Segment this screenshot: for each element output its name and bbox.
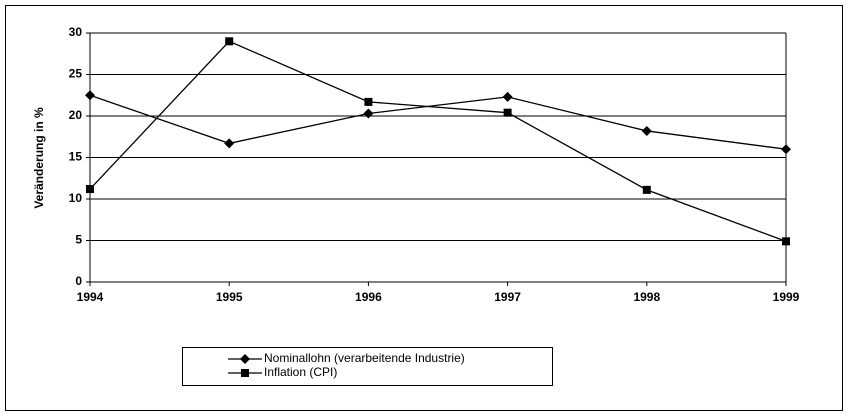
y-tick-label: 15 <box>69 150 83 164</box>
x-tick-label: 1995 <box>216 290 243 304</box>
y-tick-label: 10 <box>69 191 83 205</box>
legend-label: Inflation (CPI) <box>264 365 337 379</box>
x-tick-label: 1997 <box>494 290 521 304</box>
y-tick-label: 20 <box>69 108 83 122</box>
data-point <box>782 237 790 246</box>
series-line <box>89 40 787 242</box>
data-point <box>85 90 95 101</box>
x-tick-label: 1996 <box>355 290 382 304</box>
data-point <box>86 185 94 194</box>
y-tick-label: 0 <box>75 274 82 288</box>
y-tick-label: 30 <box>69 25 83 39</box>
y-axis-label: Veränderung in % <box>32 107 46 209</box>
data-point <box>642 185 651 194</box>
data-point <box>503 108 512 117</box>
legend-label: Nominallohn (verarbeitende Industrie) <box>264 351 465 365</box>
data-point <box>781 144 791 155</box>
legend-marker <box>241 369 249 377</box>
data-point <box>641 125 652 136</box>
x-tick-label: 1998 <box>633 290 660 304</box>
data-point <box>363 108 374 119</box>
series-line <box>89 94 787 150</box>
data-point <box>225 37 234 46</box>
x-tick-label: 1994 <box>77 290 104 304</box>
data-point <box>502 91 513 102</box>
legend-box <box>182 347 553 386</box>
x-tick-label: 1999 <box>773 290 800 304</box>
y-tick-label: 5 <box>75 233 82 247</box>
data-point <box>364 97 373 106</box>
data-point <box>224 138 235 149</box>
legend-marker <box>240 354 250 364</box>
y-tick-label: 25 <box>69 67 83 81</box>
